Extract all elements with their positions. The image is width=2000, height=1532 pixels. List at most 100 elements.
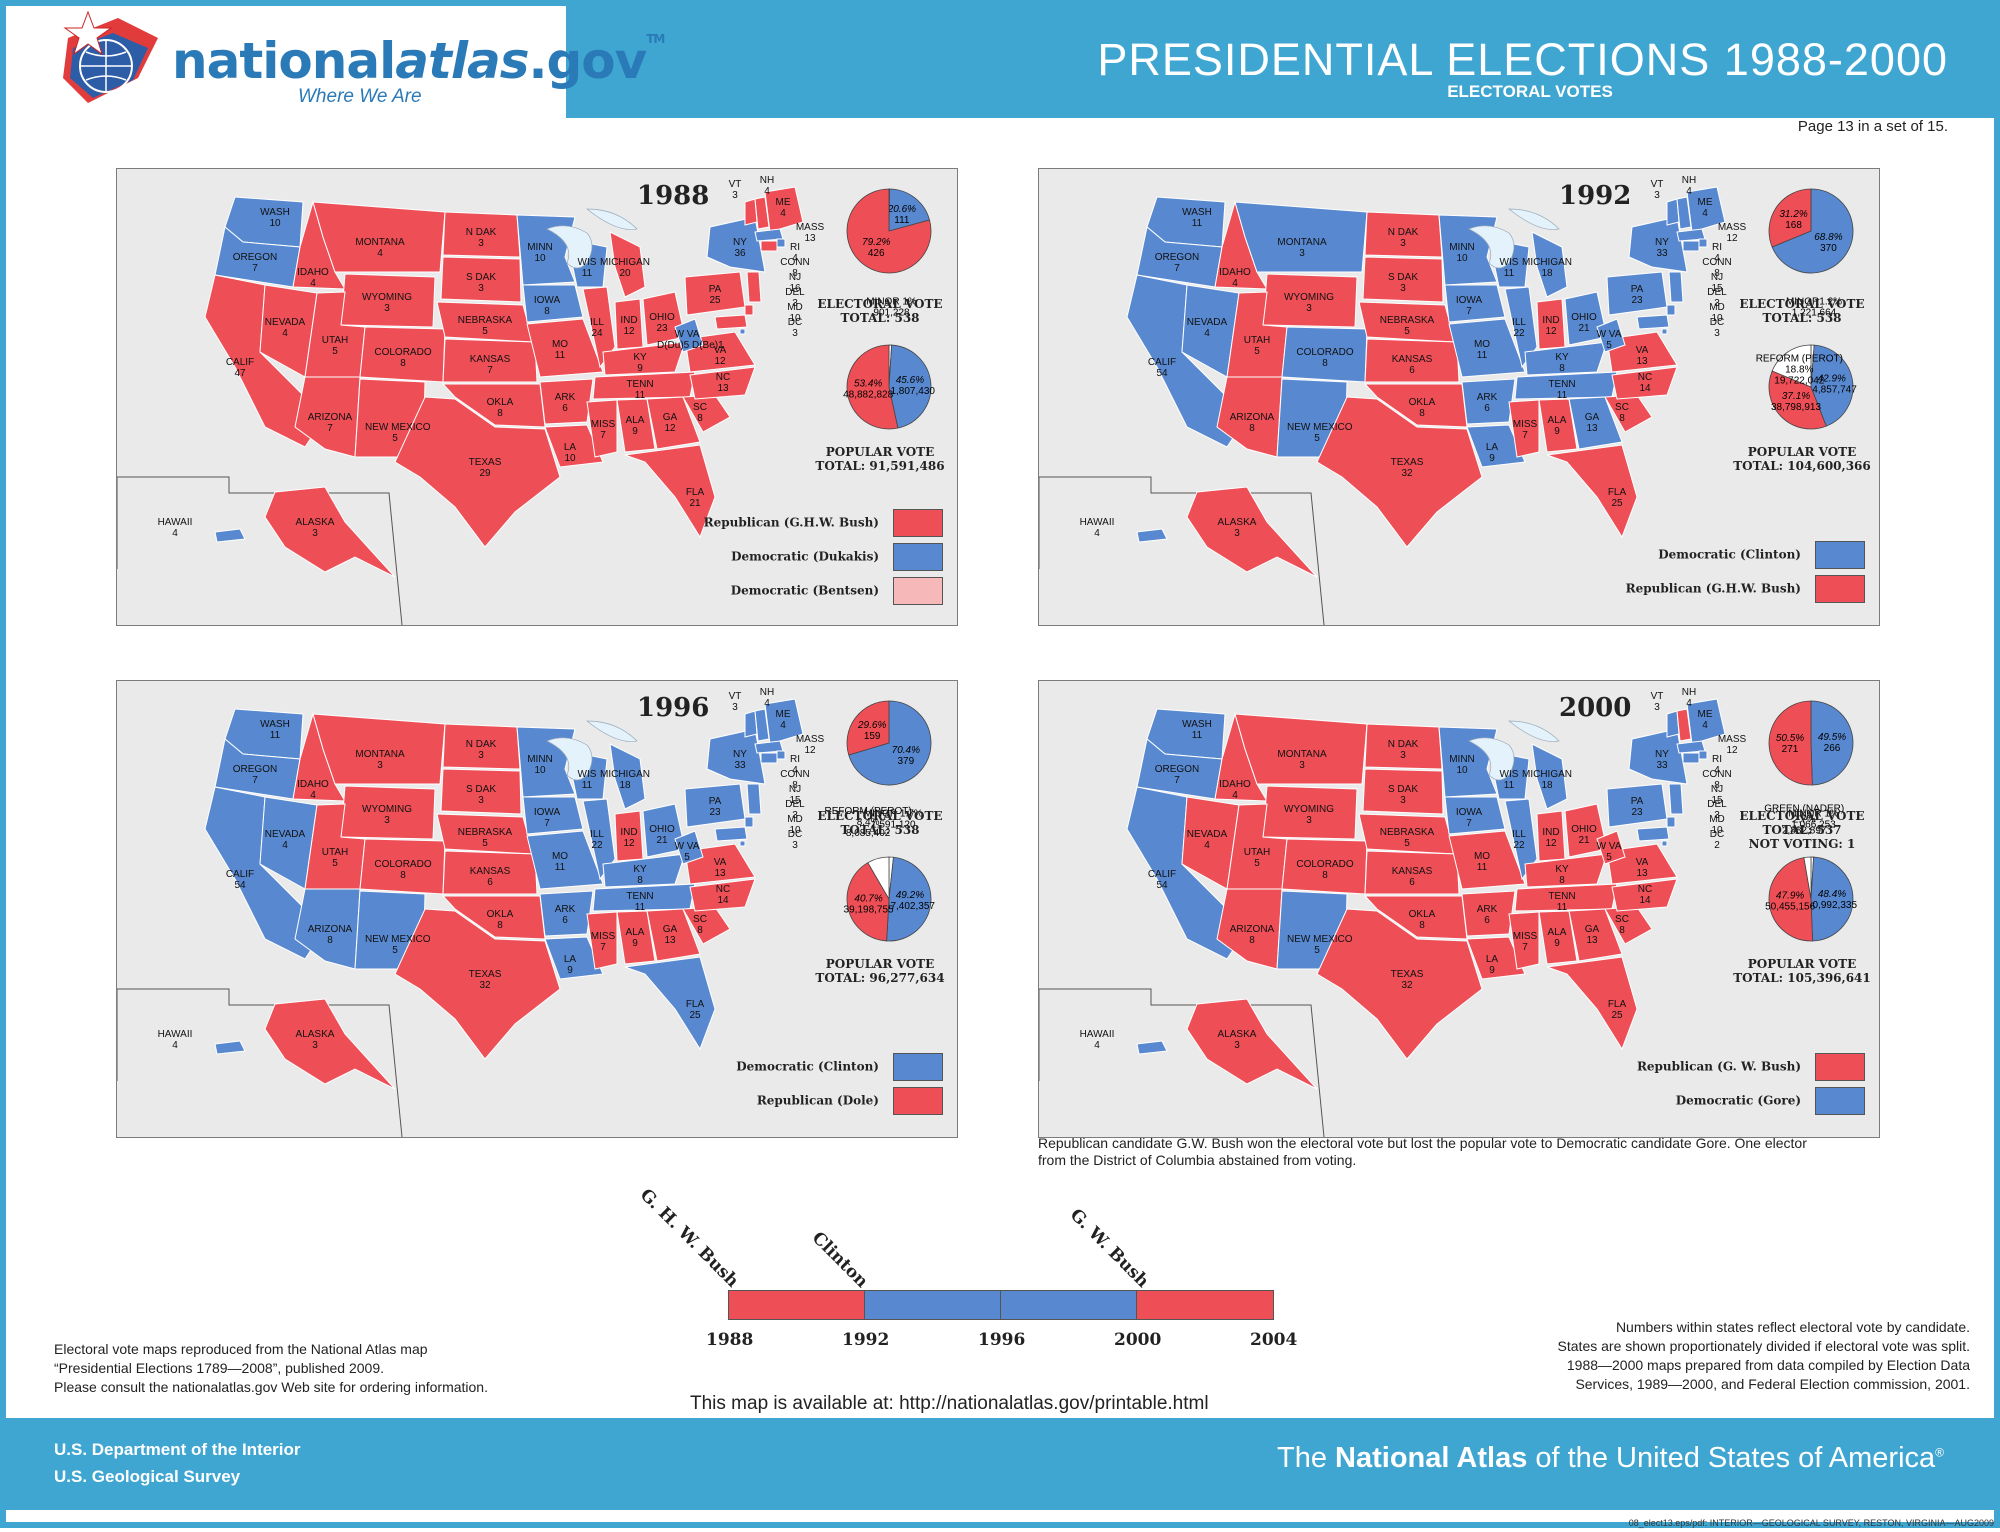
state-me[interactable] [764, 698, 804, 745]
state-miss[interactable] [1508, 911, 1540, 970]
state-nc[interactable] [689, 366, 756, 400]
state-ill[interactable] [1504, 798, 1538, 881]
state-n-dak[interactable] [442, 723, 521, 770]
state-dc[interactable] [1661, 328, 1668, 335]
state-nc[interactable] [1611, 366, 1678, 400]
state-me[interactable] [1686, 698, 1726, 745]
state-w-va[interactable] [674, 318, 704, 353]
state-fla[interactable] [1546, 444, 1638, 539]
state-okla[interactable] [441, 383, 546, 428]
state-alaska[interactable] [264, 486, 396, 578]
state-miss[interactable] [586, 399, 618, 458]
state-fla[interactable] [624, 956, 716, 1051]
state-arizona[interactable] [1216, 888, 1283, 970]
state-la[interactable] [1466, 936, 1526, 980]
state-iowa[interactable] [1444, 284, 1506, 323]
state-kansas[interactable] [1364, 338, 1460, 383]
state-ga[interactable] [1568, 396, 1623, 450]
state-md[interactable] [1636, 314, 1670, 330]
state-nc[interactable] [689, 878, 756, 912]
state-montana[interactable] [1234, 201, 1368, 273]
state-arizona[interactable] [294, 888, 361, 970]
state-iowa[interactable] [522, 796, 584, 835]
state-fla[interactable] [1546, 956, 1638, 1051]
state-s-dak[interactable] [440, 768, 522, 815]
state-conn[interactable] [1682, 240, 1700, 252]
state-ark[interactable] [539, 378, 594, 425]
state-hawaii[interactable] [1136, 528, 1168, 543]
state-ky[interactable] [602, 853, 686, 888]
state-texas[interactable] [394, 908, 561, 1060]
state-n-dak[interactable] [442, 211, 521, 258]
state-texas[interactable] [1316, 396, 1483, 548]
availability-link[interactable]: This map is available at: http://nationa… [690, 1393, 1209, 1414]
state-kansas[interactable] [1364, 850, 1460, 895]
state-w-va[interactable] [674, 830, 704, 865]
state-n-dak[interactable] [1364, 211, 1443, 258]
state-mo[interactable] [1448, 318, 1526, 378]
state-ark[interactable] [539, 890, 594, 937]
state-okla[interactable] [441, 895, 546, 940]
state-texas[interactable] [394, 396, 561, 548]
state-ill[interactable] [1504, 286, 1538, 369]
state-s-dak[interactable] [440, 256, 522, 303]
state-dc[interactable] [739, 328, 746, 335]
state-del[interactable] [744, 304, 754, 316]
state-mo[interactable] [526, 318, 604, 378]
state-miss[interactable] [1508, 399, 1540, 458]
state-iowa[interactable] [1444, 796, 1506, 835]
state-la[interactable] [544, 424, 604, 468]
state-n-dak[interactable] [1364, 723, 1443, 770]
state-del[interactable] [1666, 304, 1676, 316]
state-ala[interactable] [1538, 910, 1578, 965]
state-ga[interactable] [1568, 908, 1623, 962]
state-w-va[interactable] [1596, 830, 1626, 865]
state-miss[interactable] [586, 911, 618, 970]
state-hawaii[interactable] [1136, 1040, 1168, 1055]
state-s-dak[interactable] [1362, 768, 1444, 815]
state-nc[interactable] [1611, 878, 1678, 912]
state-del[interactable] [744, 816, 754, 828]
logo-wordmark[interactable]: nationalatlas.govTM [172, 32, 665, 90]
state-arizona[interactable] [1216, 376, 1283, 458]
state-alaska[interactable] [1186, 486, 1318, 578]
state-ala[interactable] [1538, 398, 1578, 453]
state-del[interactable] [1666, 816, 1676, 828]
state-alaska[interactable] [1186, 998, 1318, 1090]
state-la[interactable] [544, 936, 604, 980]
state-ark[interactable] [1461, 378, 1516, 425]
state-montana[interactable] [312, 201, 446, 273]
state-michigan[interactable] [609, 231, 646, 298]
state-ill[interactable] [582, 798, 616, 881]
state-nj[interactable] [746, 271, 762, 303]
state-fla[interactable] [624, 444, 716, 539]
state-okla[interactable] [1363, 895, 1468, 940]
state-conn[interactable] [1682, 752, 1700, 764]
state-mo[interactable] [526, 830, 604, 890]
state-nj[interactable] [746, 783, 762, 815]
state-hawaii[interactable] [214, 1040, 246, 1055]
state-michigan[interactable] [1531, 231, 1568, 298]
state-me[interactable] [1686, 186, 1726, 233]
state-dc[interactable] [739, 840, 746, 847]
state-iowa[interactable] [522, 284, 584, 323]
state-ky[interactable] [1524, 853, 1608, 888]
state-ala[interactable] [616, 910, 656, 965]
state-w-va[interactable] [1596, 318, 1626, 353]
state-michigan[interactable] [1531, 743, 1568, 810]
state-md[interactable] [714, 826, 748, 842]
state-conn[interactable] [760, 240, 778, 252]
state-md[interactable] [714, 314, 748, 330]
state-nj[interactable] [1668, 783, 1684, 815]
state-mo[interactable] [1448, 830, 1526, 890]
state-alaska[interactable] [264, 998, 396, 1090]
state-nj[interactable] [1668, 271, 1684, 303]
state-ark[interactable] [1461, 890, 1516, 937]
state-ga[interactable] [646, 908, 701, 962]
state-conn[interactable] [760, 752, 778, 764]
state-montana[interactable] [1234, 713, 1368, 785]
state-dc[interactable] [1661, 840, 1668, 847]
state-texas[interactable] [1316, 908, 1483, 1060]
state-hawaii[interactable] [214, 528, 246, 543]
state-ga[interactable] [646, 396, 701, 450]
